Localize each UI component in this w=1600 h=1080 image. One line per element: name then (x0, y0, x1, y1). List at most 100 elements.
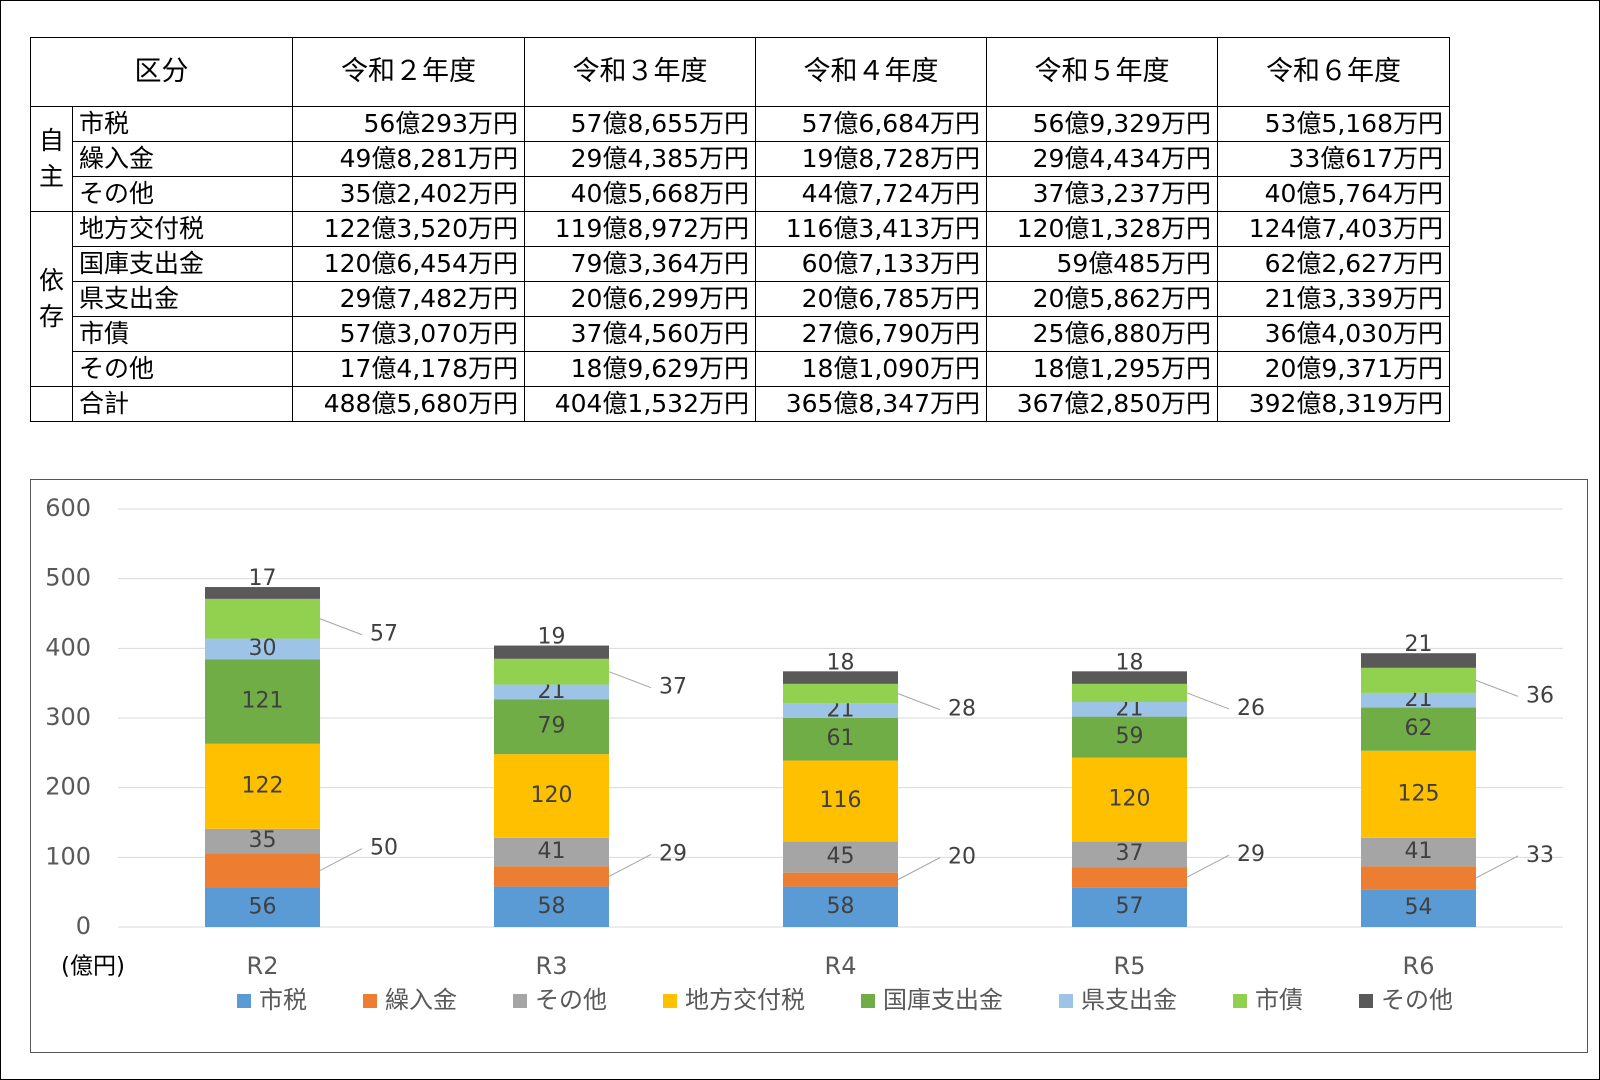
x-tick-label: R3 (536, 952, 568, 980)
data-label: 30 (249, 636, 277, 661)
bar-segment (1072, 716, 1187, 758)
legend-swatch (861, 994, 875, 1008)
header-cell: 令和３年度 (524, 37, 756, 107)
data-label: 116 (820, 788, 862, 813)
leader-line (897, 693, 941, 711)
bar-segment (205, 659, 320, 744)
data-label: 59 (1116, 724, 1144, 749)
data-label: 58 (827, 894, 855, 919)
leader-line (608, 854, 652, 877)
data-label: 62 (1405, 716, 1433, 741)
bar-segment (783, 718, 898, 761)
value-cell: 37億3,237万円 (986, 176, 1218, 212)
value-cell: 488億5,680万円 (292, 386, 525, 422)
value-cell: 40億5,764万円 (1217, 176, 1450, 212)
bar-segment (494, 754, 609, 838)
bar-segment (783, 683, 898, 704)
bar-segment (1072, 671, 1187, 684)
legend-label: 市債 (1255, 986, 1303, 1014)
legend-swatch (1359, 994, 1373, 1008)
header-cell: 令和６年度 (1217, 37, 1450, 107)
data-label: 18 (1116, 650, 1144, 675)
row-label: 県支出金 (72, 281, 293, 317)
data-label: 35 (249, 828, 277, 853)
leader-line (608, 671, 652, 689)
leader-line (319, 848, 363, 872)
legend-label: 市税 (259, 986, 307, 1014)
bar-segment (494, 866, 609, 887)
bar-segment (205, 598, 320, 639)
value-cell: 40億5,668万円 (524, 176, 756, 212)
value-cell: 367億2,850万円 (986, 386, 1218, 422)
bar-segment (1361, 653, 1476, 668)
value-cell: 20億6,785万円 (755, 281, 987, 317)
row-label: 国庫支出金 (72, 246, 293, 282)
data-label: 37 (659, 675, 687, 700)
table-row: 県支出金 29億7,482万円 20億6,299万円 20億6,785万円 20億5,8… (31, 281, 1450, 317)
value-cell: 25億6,880万円 (986, 316, 1218, 352)
data-label: 58 (538, 894, 566, 919)
bar-segment (783, 703, 898, 718)
data-label: 21 (1405, 632, 1433, 657)
y-tick-label: 500 (45, 564, 91, 592)
data-label: 41 (538, 839, 566, 864)
legend-swatch (663, 994, 677, 1008)
value-cell: 19億8,728万円 (755, 141, 987, 177)
value-cell: 29億4,434万円 (986, 141, 1218, 177)
data-label: 26 (1237, 696, 1265, 721)
data-label: 61 (827, 726, 855, 751)
data-label: 120 (531, 783, 573, 808)
value-cell: 62億2,627万円 (1217, 246, 1450, 282)
table-row: 市債 57億3,070万円 37億4,560万円 27億6,790万円 25億6,880… (31, 316, 1450, 352)
leader-line (1475, 855, 1519, 879)
data-label: 37 (1116, 841, 1144, 866)
bar-segment (1361, 889, 1476, 927)
legend-swatch (1233, 994, 1247, 1008)
bar-segment (1361, 692, 1476, 708)
legend-label: その他 (535, 986, 607, 1014)
chart-frame (30, 479, 1588, 1053)
x-tick-label: R4 (825, 952, 857, 980)
legend-swatch (363, 994, 377, 1008)
bar-segment (205, 887, 320, 927)
bar-segment (783, 886, 898, 927)
legend-swatch (237, 994, 251, 1008)
value-cell: 20億5,862万円 (986, 281, 1218, 317)
value-cell: 29億4,385万円 (524, 141, 756, 177)
total-row: 合計 488億5,680万円 404億1,532万円 365億8,347万円 367億2… (30, 386, 1450, 422)
bar-segment (1361, 866, 1476, 890)
header-cell: 令和２年度 (292, 37, 525, 107)
bar-segment (494, 837, 609, 867)
table-row: 国庫支出金 120億6,454万円 79億3,364万円 60億7,133万円 59億4… (31, 246, 1450, 282)
value-cell: 27億6,790万円 (755, 316, 987, 352)
row-label: その他 (72, 176, 293, 212)
value-cell: 120億1,328万円 (986, 211, 1218, 247)
bar-segment (494, 886, 609, 927)
data-label: 33 (1526, 843, 1554, 868)
bar-segment (494, 658, 609, 685)
bar-segment (205, 853, 320, 888)
row-label: 繰入金 (72, 141, 293, 177)
bar-segment (1361, 707, 1476, 751)
bar-segment (205, 828, 320, 854)
bar-segment (783, 841, 898, 873)
bar-segment (205, 587, 320, 599)
data-label: 57 (1116, 894, 1144, 919)
value-cell: 60億7,133万円 (755, 246, 987, 282)
y-tick-label: 300 (45, 703, 91, 731)
header-cell: 区分 (30, 37, 293, 107)
value-cell: 404億1,532万円 (524, 386, 756, 422)
data-label: 20 (948, 845, 976, 870)
value-cell: 116億3,413万円 (755, 211, 987, 247)
data-label: 29 (1237, 842, 1265, 867)
value-cell: 57億8,655万円 (524, 106, 756, 142)
row-label: 市債 (72, 316, 293, 352)
value-cell: 59億485万円 (986, 246, 1218, 282)
value-cell: 57億3,070万円 (292, 316, 525, 352)
value-cell: 392億8,319万円 (1217, 386, 1450, 422)
bar-segment (783, 760, 898, 842)
legend-label: 繰入金 (385, 986, 457, 1014)
x-tick-label: R6 (1403, 952, 1435, 980)
data-table: 区分 令和２年度 令和３年度 令和４年度 令和５年度 令和６年度 自主 市税 56億293万円 5… (30, 37, 1450, 422)
